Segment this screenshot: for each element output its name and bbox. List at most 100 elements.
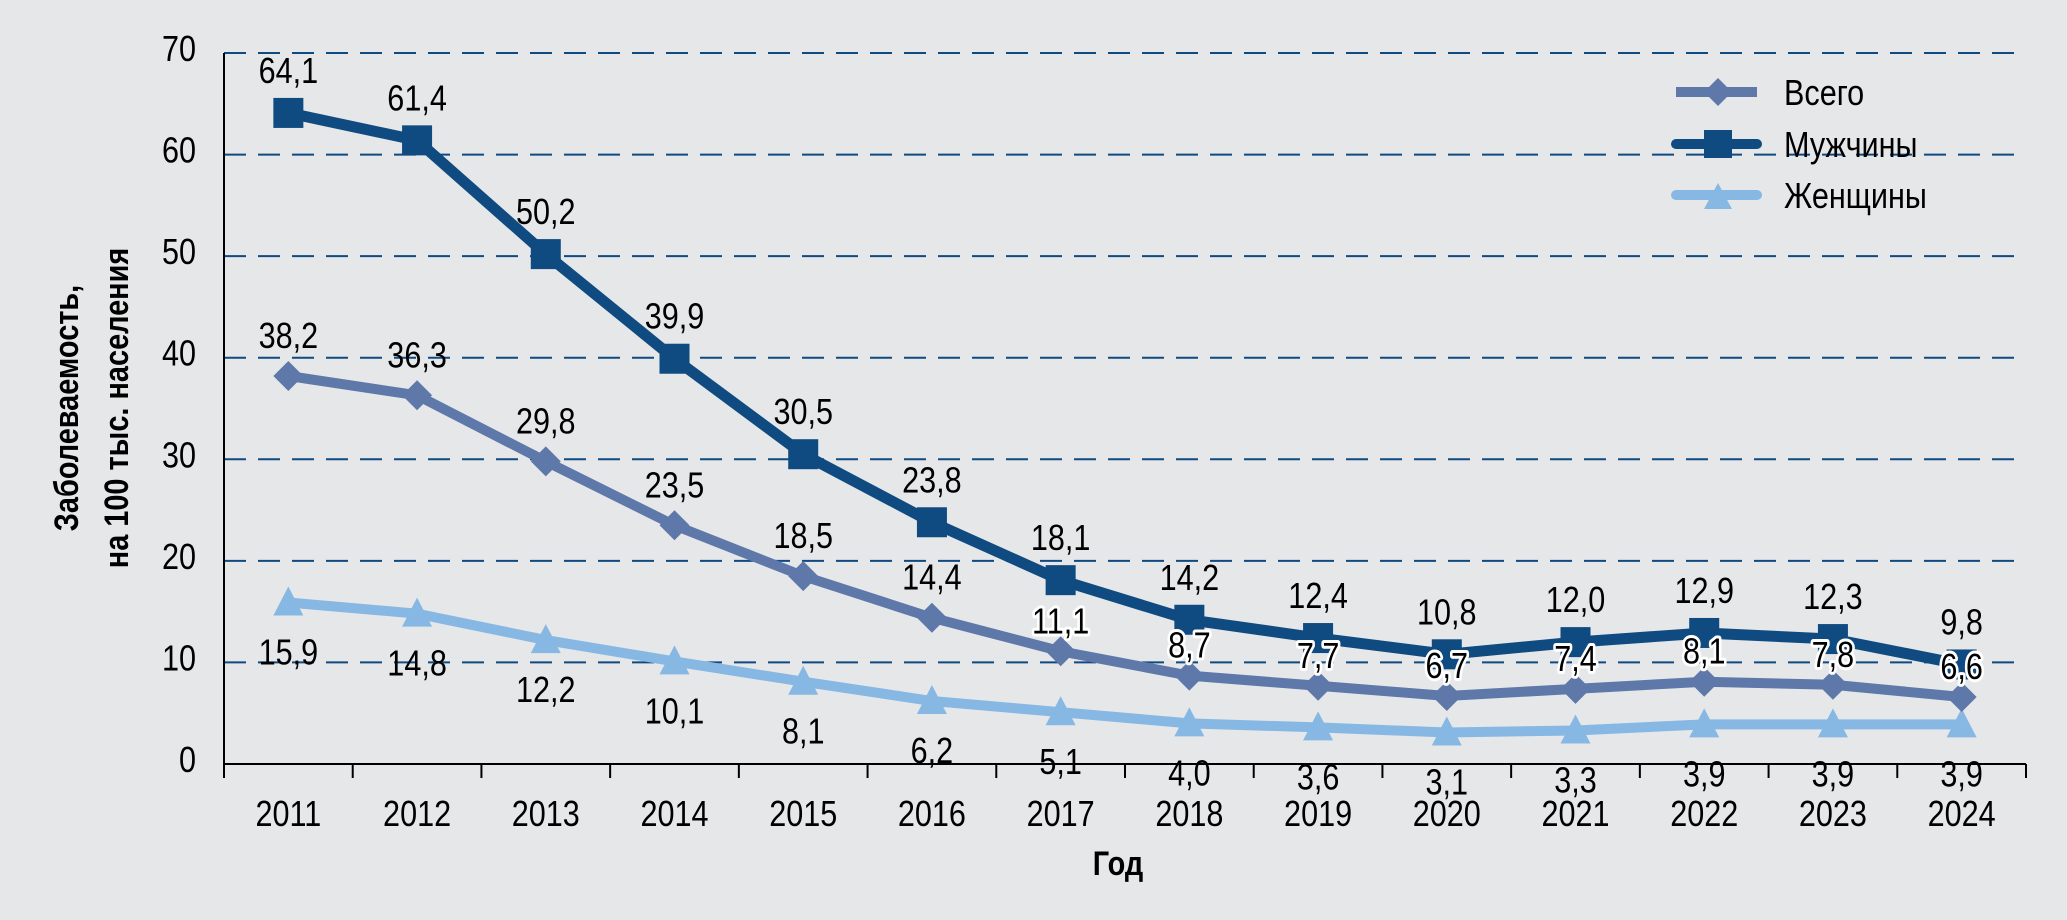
y-tick-label-group: 40 bbox=[162, 334, 196, 374]
data-label-group: 30,5 bbox=[773, 393, 833, 433]
data-label: 36,3 bbox=[387, 336, 447, 376]
data-point-square bbox=[1431, 639, 1462, 670]
x-tick-label: 2016 bbox=[898, 795, 966, 835]
data-label-group: 3,1 bbox=[1426, 763, 1469, 803]
data-label-group: 7,4 bbox=[1551, 637, 1599, 682]
data-point-diamond bbox=[1174, 660, 1205, 691]
data-label: 6,7 bbox=[1426, 647, 1469, 687]
data-label-group: 3,9 bbox=[1812, 755, 1855, 795]
y-tick-label: 70 bbox=[162, 30, 196, 70]
x-tick-label-group: 2019 bbox=[1284, 795, 1352, 835]
x-tick-labels: 2011 2012 2013 2014 2015 2016 2017 2018 2019 2020… bbox=[255, 795, 1995, 835]
data-label: 6,2 bbox=[911, 732, 954, 772]
x-tick-label: 2021 bbox=[1541, 795, 1609, 835]
data-point-square bbox=[1303, 623, 1334, 654]
x-tick-label-group: 2017 bbox=[1027, 795, 1095, 835]
data-label-group: 18,5 bbox=[773, 517, 833, 557]
legend: Всего Мужчины Женщины bbox=[1671, 74, 1927, 217]
legend-label-total: Всего bbox=[1784, 74, 1864, 114]
data-point-diamond bbox=[1431, 680, 1462, 711]
data-label: 7,7 bbox=[1297, 637, 1340, 677]
data-label-group: 23,5 bbox=[645, 466, 705, 506]
data-point-diamond bbox=[402, 380, 433, 411]
data-label: 11,1 bbox=[1032, 602, 1089, 642]
data-label: 38,2 bbox=[259, 317, 319, 357]
x-tick-label-group: 2020 bbox=[1413, 795, 1481, 835]
data-point-triangle bbox=[1560, 714, 1591, 744]
data-label-group: 3,3 bbox=[1554, 761, 1597, 801]
data-label-group: 8,1 bbox=[782, 712, 825, 752]
square-marker-icon bbox=[1704, 130, 1732, 158]
y-tick-label-group: 0 bbox=[179, 741, 196, 781]
data-point-triangle bbox=[402, 597, 433, 627]
data-label-group: 8,1 bbox=[1680, 630, 1728, 675]
data-label: 12,2 bbox=[516, 671, 576, 711]
data-label-group: 7,7 bbox=[1294, 634, 1342, 679]
data-label-group: 3,9 bbox=[1683, 755, 1726, 795]
data-point-triangle bbox=[1174, 707, 1205, 737]
data-labels: 38,2 36,3 29,8 23,5 18,5 14,4 11,1 8,7 7,7 6,7 7,4… bbox=[259, 52, 1986, 803]
series-line bbox=[287, 597, 1962, 738]
data-point-triangle bbox=[659, 645, 690, 675]
y-axis-title-line-1: Заболеваемость, bbox=[47, 285, 86, 531]
y-tick-label-group: 20 bbox=[162, 538, 196, 578]
y-tick-label: 30 bbox=[162, 436, 196, 476]
data-point-square bbox=[402, 125, 433, 156]
x-tick-label: 2020 bbox=[1413, 795, 1481, 835]
data-point-diamond bbox=[916, 602, 947, 633]
axes bbox=[223, 53, 2027, 778]
data-point-triangle bbox=[1689, 708, 1720, 738]
data-point-diamond bbox=[273, 360, 304, 391]
data-label-group: 3,6 bbox=[1297, 758, 1340, 798]
x-tick-label-group: 2016 bbox=[898, 795, 966, 835]
data-label: 8,1 bbox=[1683, 632, 1726, 672]
data-point-triangle bbox=[1045, 696, 1076, 726]
data-point-square bbox=[916, 507, 947, 538]
data-label: 10,8 bbox=[1417, 593, 1477, 633]
x-tick-label-group: 2012 bbox=[383, 795, 451, 835]
data-label: 3,1 bbox=[1426, 763, 1469, 803]
data-label: 29,8 bbox=[516, 402, 576, 442]
data-label: 23,8 bbox=[902, 461, 962, 501]
data-label-group: 7,8 bbox=[1809, 633, 1857, 678]
data-point-triangle bbox=[273, 586, 304, 616]
x-tick-label-group: 2013 bbox=[512, 795, 580, 835]
legend-label-women: Женщины bbox=[1784, 177, 1927, 217]
x-tick-label: 2019 bbox=[1284, 795, 1352, 835]
x-axis-title: Год bbox=[1093, 844, 1144, 883]
data-label: 23,5 bbox=[645, 466, 705, 506]
data-label-group: 36,3 bbox=[387, 336, 447, 376]
data-label: 12,9 bbox=[1674, 572, 1734, 612]
data-label-group: 12,0 bbox=[1546, 581, 1606, 621]
data-point-triangle bbox=[1431, 716, 1462, 746]
data-label-group: 9,8 bbox=[1940, 603, 1983, 643]
data-point-diamond bbox=[1689, 666, 1720, 697]
data-label: 10,1 bbox=[645, 692, 705, 732]
data-label: 15,9 bbox=[259, 633, 319, 673]
data-label: 39,9 bbox=[645, 297, 705, 337]
data-label: 14,4 bbox=[902, 558, 962, 598]
data-point-diamond bbox=[788, 561, 819, 592]
x-tick-label: 2022 bbox=[1670, 795, 1738, 835]
data-label: 3,3 bbox=[1554, 761, 1597, 801]
series-0 bbox=[273, 360, 1977, 712]
series-line bbox=[287, 371, 1963, 702]
x-tick-label: 2018 bbox=[1155, 795, 1223, 835]
data-label-group: 14,8 bbox=[387, 644, 447, 684]
y-tick-label: 0 bbox=[179, 741, 196, 781]
x-tick-label-group: 2011 bbox=[255, 795, 321, 835]
x-tick-label: 2012 bbox=[383, 795, 451, 835]
x-tick-label: 2011 bbox=[255, 795, 321, 835]
data-label: 3,6 bbox=[1297, 758, 1340, 798]
x-tick-label: 2023 bbox=[1799, 795, 1867, 835]
data-label-group: 10,8 bbox=[1417, 593, 1477, 633]
data-label-group: 61,4 bbox=[387, 79, 447, 119]
data-point-triangle bbox=[1303, 711, 1334, 741]
data-label-group: 10,1 bbox=[645, 692, 705, 732]
x-tick-label: 2024 bbox=[1928, 795, 1996, 835]
data-label-group: 6,6 bbox=[1938, 645, 1986, 690]
x-tick-label-group: 2024 bbox=[1928, 795, 1996, 835]
legend-item-men: Мужчины bbox=[1671, 126, 1917, 166]
data-label-group: 15,9 bbox=[259, 633, 319, 673]
data-label-group: 6,2 bbox=[911, 732, 954, 772]
